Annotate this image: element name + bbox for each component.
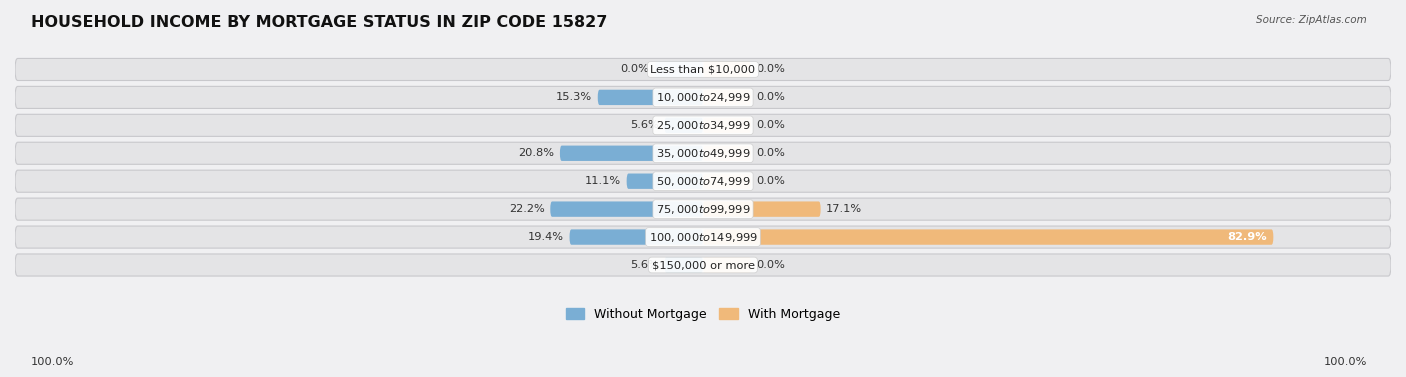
Text: 0.0%: 0.0% <box>756 176 786 186</box>
Text: $100,000 to $149,999: $100,000 to $149,999 <box>648 231 758 244</box>
Text: 22.2%: 22.2% <box>509 204 544 214</box>
Text: 0.0%: 0.0% <box>756 92 786 103</box>
Text: Source: ZipAtlas.com: Source: ZipAtlas.com <box>1256 15 1367 25</box>
Text: 17.1%: 17.1% <box>827 204 862 214</box>
FancyBboxPatch shape <box>703 229 1274 245</box>
Text: $10,000 to $24,999: $10,000 to $24,999 <box>655 91 751 104</box>
FancyBboxPatch shape <box>550 201 703 217</box>
Text: Less than $10,000: Less than $10,000 <box>651 64 755 75</box>
FancyBboxPatch shape <box>665 118 703 133</box>
FancyBboxPatch shape <box>15 86 1391 109</box>
Text: $75,000 to $99,999: $75,000 to $99,999 <box>655 202 751 216</box>
Text: $150,000 or more: $150,000 or more <box>651 260 755 270</box>
FancyBboxPatch shape <box>560 146 703 161</box>
Text: 0.0%: 0.0% <box>620 64 650 75</box>
Text: 5.6%: 5.6% <box>630 260 659 270</box>
FancyBboxPatch shape <box>15 254 1391 276</box>
Text: HOUSEHOLD INCOME BY MORTGAGE STATUS IN ZIP CODE 15827: HOUSEHOLD INCOME BY MORTGAGE STATUS IN Z… <box>31 15 607 30</box>
FancyBboxPatch shape <box>703 201 821 217</box>
FancyBboxPatch shape <box>703 62 751 77</box>
FancyBboxPatch shape <box>703 173 751 189</box>
FancyBboxPatch shape <box>569 229 703 245</box>
Text: 15.3%: 15.3% <box>557 92 592 103</box>
FancyBboxPatch shape <box>15 226 1391 248</box>
Text: 20.8%: 20.8% <box>519 148 554 158</box>
FancyBboxPatch shape <box>703 257 751 273</box>
FancyBboxPatch shape <box>655 62 703 77</box>
Text: 11.1%: 11.1% <box>585 176 621 186</box>
Legend: Without Mortgage, With Mortgage: Without Mortgage, With Mortgage <box>561 303 845 326</box>
FancyBboxPatch shape <box>15 170 1391 192</box>
Text: 5.6%: 5.6% <box>630 120 659 130</box>
Text: 0.0%: 0.0% <box>756 148 786 158</box>
FancyBboxPatch shape <box>15 114 1391 136</box>
FancyBboxPatch shape <box>598 90 703 105</box>
FancyBboxPatch shape <box>665 257 703 273</box>
Text: 100.0%: 100.0% <box>1323 357 1367 367</box>
Text: $50,000 to $74,999: $50,000 to $74,999 <box>655 175 751 188</box>
Text: 100.0%: 100.0% <box>31 357 75 367</box>
Text: 0.0%: 0.0% <box>756 120 786 130</box>
Text: 0.0%: 0.0% <box>756 260 786 270</box>
Text: 19.4%: 19.4% <box>529 232 564 242</box>
Text: $25,000 to $34,999: $25,000 to $34,999 <box>655 119 751 132</box>
FancyBboxPatch shape <box>703 118 751 133</box>
FancyBboxPatch shape <box>703 90 751 105</box>
Text: 0.0%: 0.0% <box>756 64 786 75</box>
FancyBboxPatch shape <box>15 142 1391 164</box>
FancyBboxPatch shape <box>15 198 1391 220</box>
Text: $35,000 to $49,999: $35,000 to $49,999 <box>655 147 751 160</box>
FancyBboxPatch shape <box>15 58 1391 81</box>
Text: 82.9%: 82.9% <box>1227 232 1267 242</box>
FancyBboxPatch shape <box>703 146 751 161</box>
FancyBboxPatch shape <box>627 173 703 189</box>
